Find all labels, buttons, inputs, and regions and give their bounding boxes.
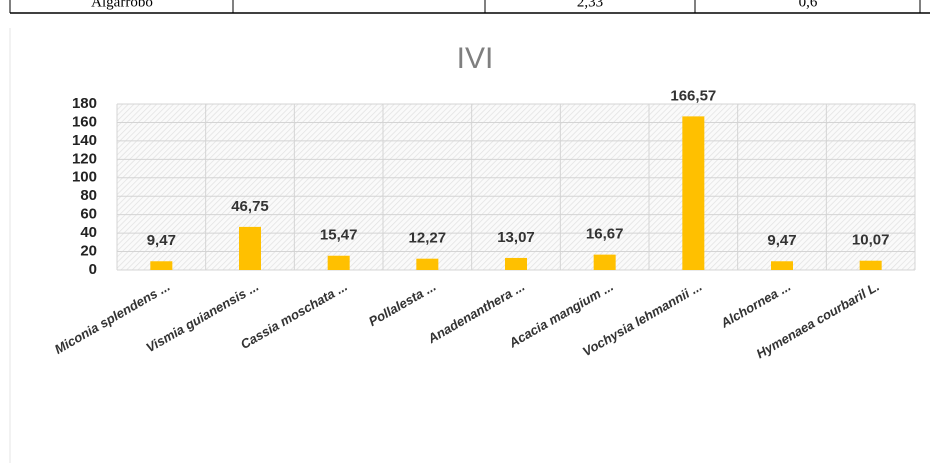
y-tick-label: 40 [80, 224, 97, 241]
value-label: 16,67 [586, 226, 624, 243]
value-label: 15,47 [320, 227, 358, 244]
table-cell: Algarrobo [91, 0, 153, 10]
y-tick-label: 120 [72, 150, 97, 167]
y-tick-label: 160 [72, 113, 97, 130]
bar [859, 260, 882, 270]
y-tick-label: 0 [89, 261, 97, 278]
y-tick-label: 20 [80, 243, 97, 260]
table-cell: 2,33 [577, 0, 603, 10]
table-cell: 0,6 [799, 0, 818, 10]
bar [682, 116, 705, 271]
chart-title: IVI [457, 42, 494, 75]
bar [416, 258, 439, 270]
value-label: 166,57 [670, 87, 716, 104]
value-label: 9,47 [147, 232, 176, 249]
x-tick-label: Pollalesta ... [366, 279, 439, 330]
value-label: 13,07 [497, 229, 535, 246]
y-tick-label: 100 [72, 169, 97, 186]
value-label: 46,75 [231, 198, 269, 215]
bar [239, 226, 261, 270]
y-tick-label: 60 [80, 206, 97, 223]
value-label: 12,27 [409, 230, 447, 247]
value-label: 10,07 [852, 232, 890, 249]
bar [771, 261, 793, 270]
x-tick-label: Alchornea ... [717, 279, 793, 332]
bar [593, 254, 616, 270]
y-tick-label: 180 [72, 95, 97, 112]
y-tick-label: 80 [80, 187, 97, 204]
table-fragment: Algarrobo 2,33 0,6 [9, 0, 930, 14]
bar [150, 261, 173, 270]
bar [505, 257, 527, 270]
bar [327, 255, 350, 270]
value-label: 9,47 [767, 232, 796, 249]
y-tick-label: 140 [72, 132, 97, 149]
